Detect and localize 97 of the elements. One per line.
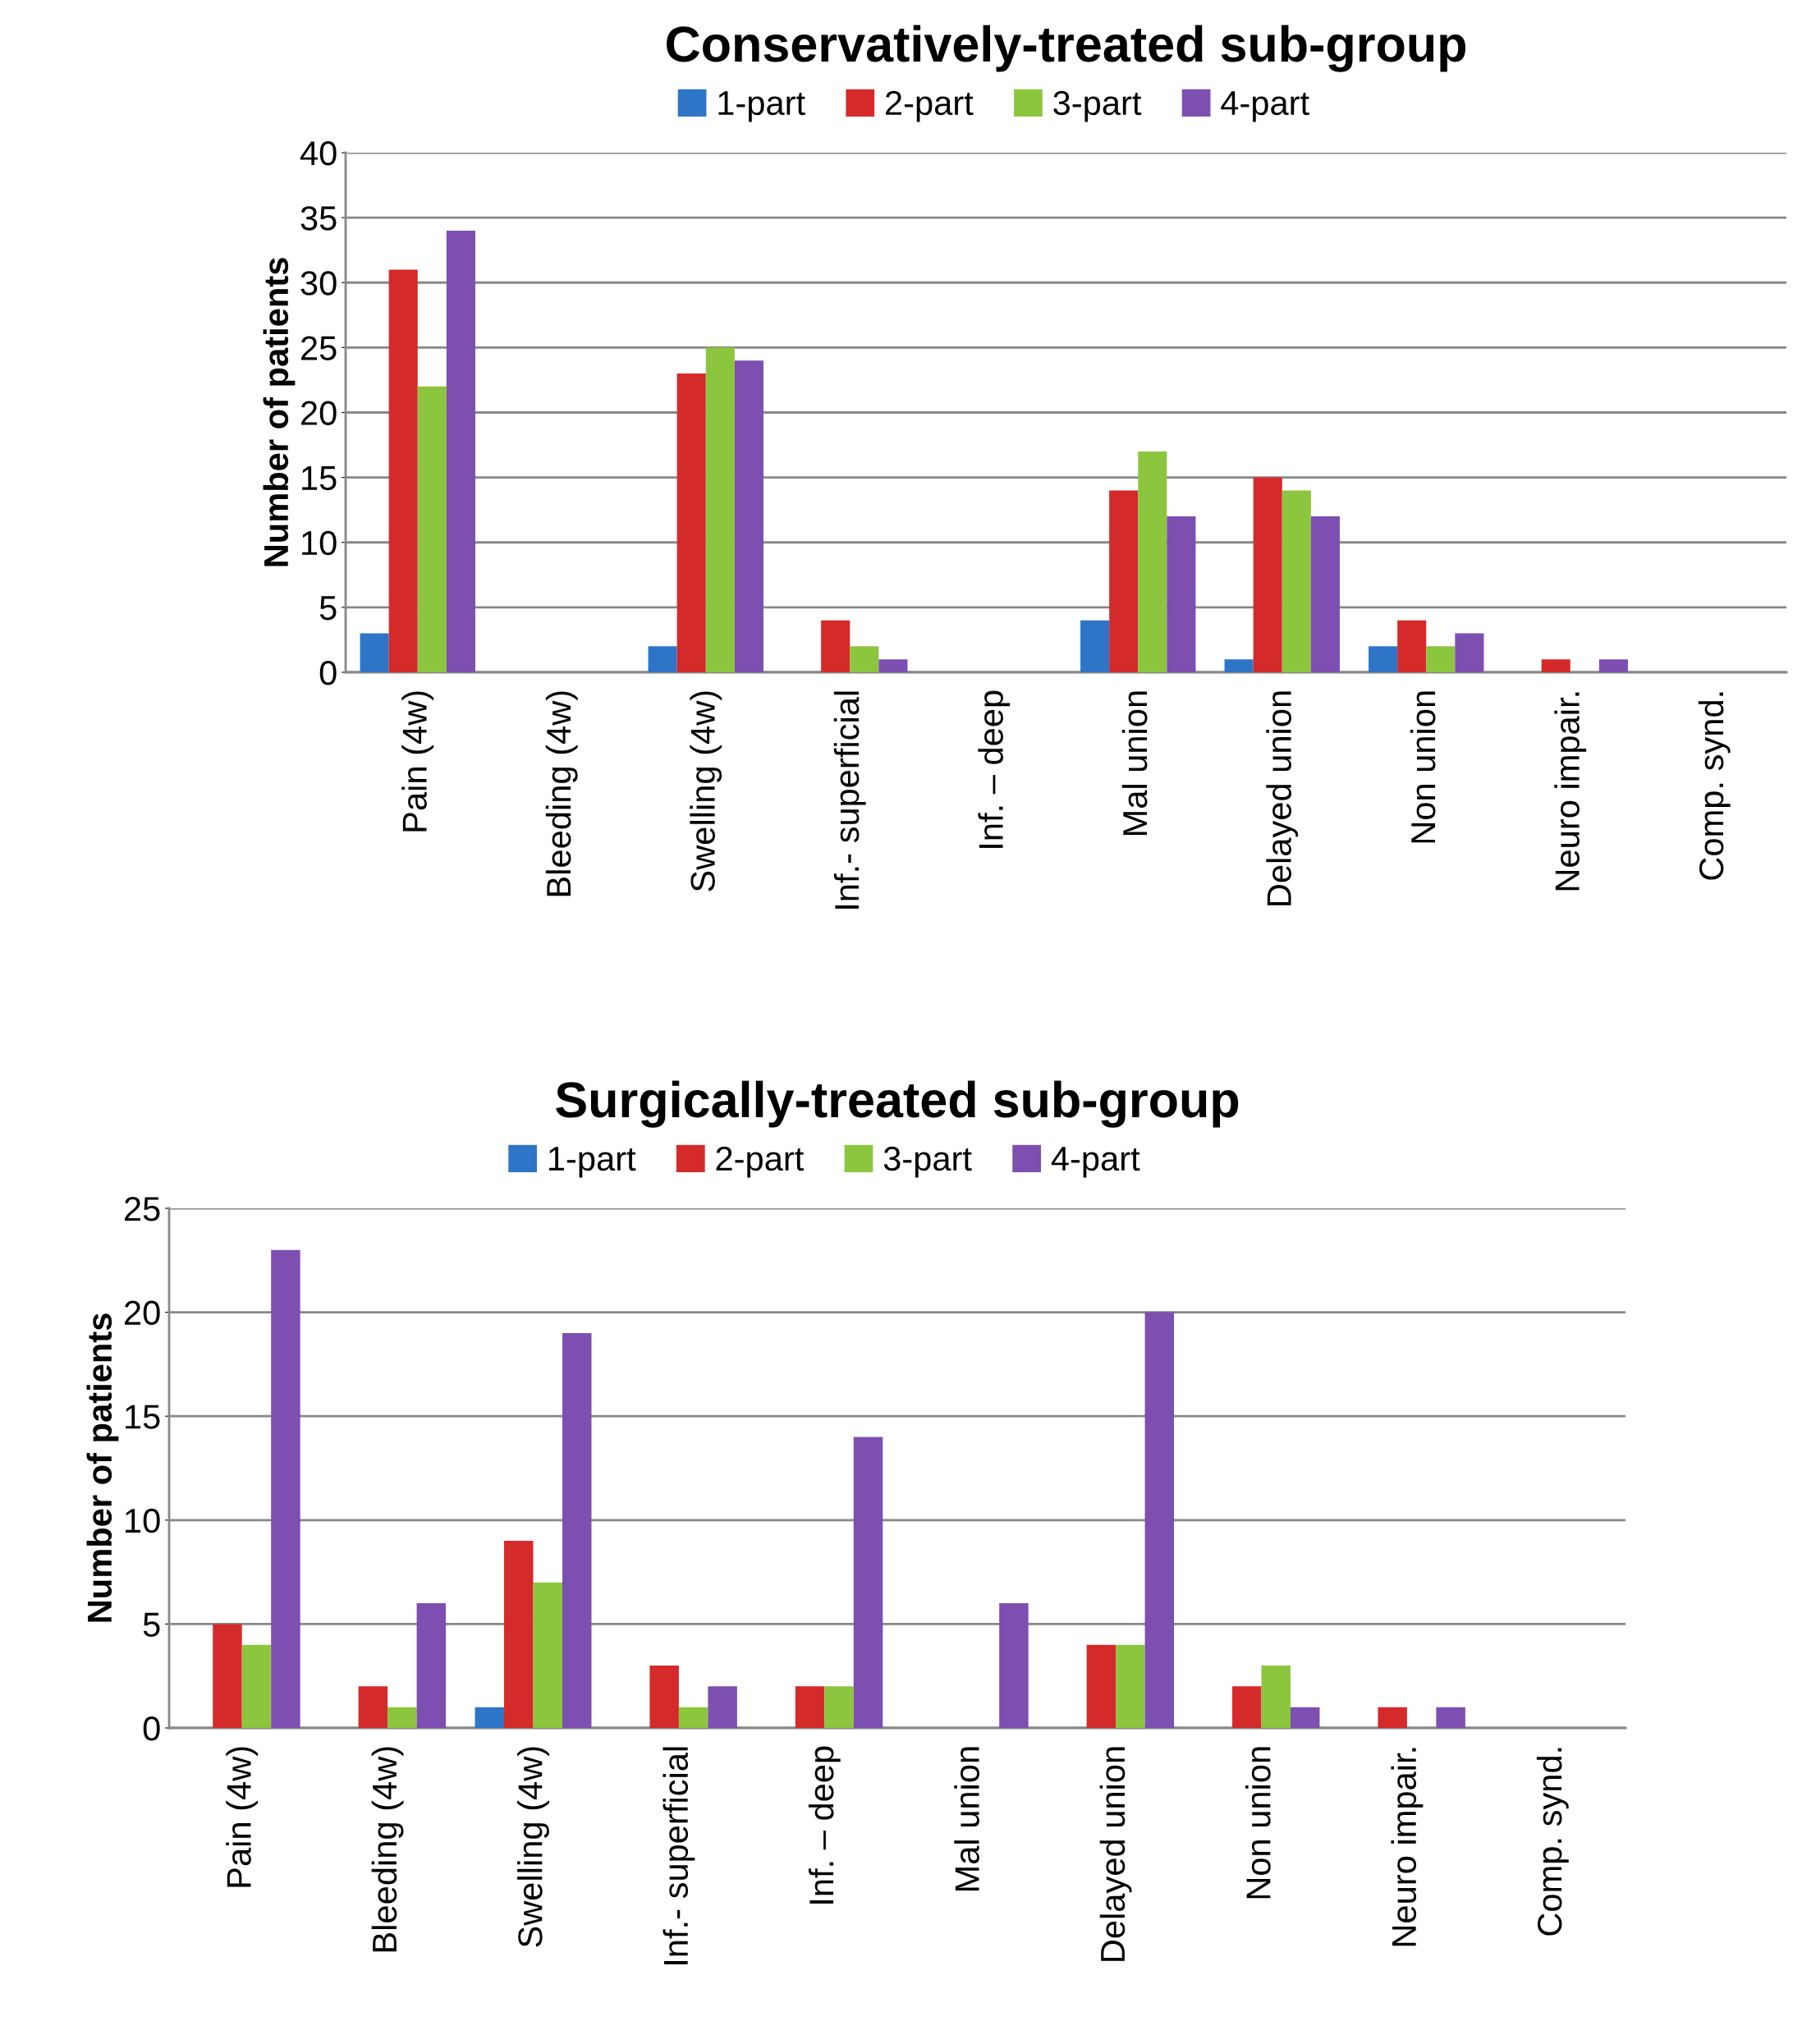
bar [824, 1686, 854, 1728]
bar [1109, 490, 1139, 672]
y-tick-label: 0 [319, 661, 337, 685]
x-tick-label: Pain (4w) [401, 691, 434, 832]
x-tick-label: Swelling (4w) [690, 691, 722, 891]
y-tick-label: 0 [143, 1716, 160, 1741]
x-tick-label: Comp. synd. [1536, 1748, 1569, 1936]
x-tick-label: Neuro impair. [1554, 692, 1587, 891]
bar [1598, 659, 1628, 672]
y-tick-label: 20 [301, 401, 337, 426]
y-axis-title: Number of patients [86, 1313, 119, 1622]
bar [795, 1686, 825, 1728]
bar [475, 1707, 505, 1728]
bar [1253, 477, 1282, 672]
bar [1086, 1644, 1117, 1728]
y-tick-label: 5 [319, 596, 337, 621]
y-tick-label: 25 [301, 336, 337, 360]
bar [562, 1332, 592, 1728]
y-tick-label: 35 [300, 206, 337, 231]
legend-label: 1-part [548, 1147, 636, 1178]
x-tick-label: Comp. synd. [1698, 692, 1731, 880]
legend-label: 4-part [1221, 91, 1309, 122]
bar [1261, 1666, 1291, 1728]
bar [360, 633, 389, 672]
bar [648, 646, 677, 672]
x-tick-label: Non union [1245, 1747, 1271, 1899]
x-tick-label: Swelling (4w) [517, 1747, 549, 1947]
bar [1369, 646, 1398, 672]
legend-label: 2-part [886, 90, 974, 122]
bar [416, 1603, 447, 1728]
bar [417, 386, 447, 672]
bar [533, 1582, 562, 1728]
x-tick-label: Delayed union [1099, 1747, 1132, 1961]
bar [1436, 1707, 1465, 1728]
bar [821, 620, 851, 672]
bar [1541, 659, 1570, 672]
bar [1426, 646, 1456, 672]
x-tick-label: Non union [1410, 691, 1436, 843]
x-tick-label: Inf.- superficial [833, 691, 866, 909]
bar [271, 1249, 300, 1728]
bar [1282, 490, 1311, 672]
y-tick-label: 10 [126, 1508, 160, 1533]
bar [1232, 1686, 1262, 1728]
y-tick-label: 25 [125, 1197, 160, 1221]
y-axis-title: Number of patients [263, 258, 296, 566]
bar [388, 269, 418, 672]
bar [387, 1707, 417, 1728]
legend-label: 4-part [1051, 1147, 1140, 1178]
y-tick-label: 15 [126, 1405, 160, 1429]
x-tick-label: Mal union [954, 1747, 979, 1891]
bar [850, 646, 879, 672]
bar [708, 1686, 737, 1728]
x-tick-label: Inf. – deep [808, 1746, 841, 1904]
bar [1080, 620, 1110, 672]
bar [1290, 1707, 1320, 1728]
bar [1310, 516, 1340, 672]
bar [1116, 1644, 1145, 1728]
bar [999, 1603, 1029, 1728]
x-tick-label: Delayed union [1266, 691, 1299, 905]
x-tick-label: Bleeding (4w) [371, 1747, 404, 1952]
chart-title: Surgically-treated sub-group [556, 1080, 1239, 1128]
bar [1378, 1707, 1407, 1728]
y-tick-label: 20 [125, 1300, 160, 1326]
bar [446, 230, 475, 672]
bar [853, 1437, 883, 1728]
y-tick-label: 15 [302, 466, 337, 491]
bar [1455, 633, 1484, 672]
legend-label: 1-part [718, 91, 805, 122]
bar [649, 1666, 679, 1728]
y-tick-label: 30 [300, 271, 337, 296]
x-tick-label: Bleeding (4w) [545, 691, 578, 896]
y-tick-label: 10 [302, 530, 337, 556]
bar [1144, 1312, 1175, 1728]
bar [676, 374, 706, 672]
bar [1167, 516, 1196, 672]
bar [504, 1541, 534, 1728]
bar [705, 347, 735, 672]
bar [678, 1707, 708, 1728]
bar [1397, 620, 1427, 672]
bar [1224, 659, 1254, 672]
legend-label: 2-part [716, 1146, 804, 1178]
bar [358, 1686, 388, 1728]
x-tick-label: Inf.- superficial [663, 1747, 695, 1964]
x-tick-label: Mal union [1121, 691, 1148, 836]
bar [213, 1624, 242, 1728]
bar [1138, 451, 1167, 672]
chart-title: Conservatively-treated sub-group [667, 25, 1466, 72]
x-tick-label: Neuro impair. [1391, 1748, 1424, 1946]
x-tick-label: Inf. – deep [978, 690, 1011, 848]
bar [878, 659, 908, 672]
legend-label: 3-part [1053, 90, 1142, 122]
y-tick-label: 5 [143, 1612, 160, 1637]
legend-label: 3-part [883, 1146, 972, 1178]
x-tick-label: Pain (4w) [226, 1747, 259, 1887]
bar [241, 1644, 272, 1728]
y-tick-label: 40 [300, 141, 337, 166]
bar [734, 360, 763, 672]
